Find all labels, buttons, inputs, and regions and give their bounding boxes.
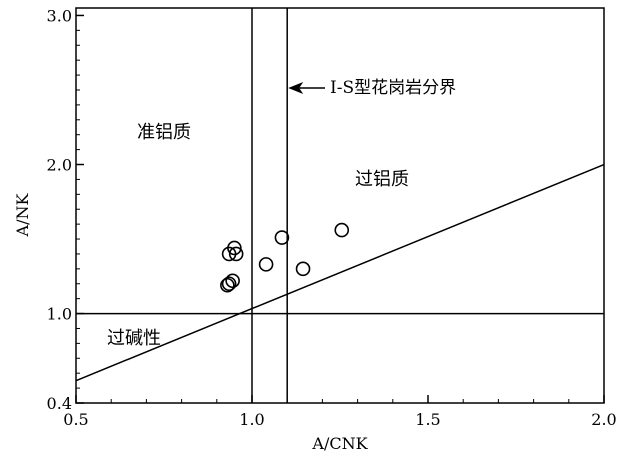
y-tick-label: 3.0 [47, 6, 72, 25]
plot-frame [75, 7, 605, 404]
data-point-8 [274, 230, 290, 245]
data-point-10 [334, 222, 350, 238]
region-label-metaluminous: 准铝质 [137, 122, 191, 143]
x-tick-label: 0.5 [63, 410, 88, 429]
y-tick-label: 0.4 [47, 394, 72, 413]
x-axis-title: A/CNK [311, 434, 368, 453]
y-tick-label: 1.0 [47, 305, 72, 324]
data-point-3 [228, 246, 244, 262]
annotation-arrow-head [288, 82, 304, 94]
region-label-peraluminous: 过铝质 [355, 169, 409, 190]
y-tick-label: 2.0 [47, 156, 72, 175]
boundary-line-4 [75, 163, 605, 382]
region-label-peralkaline: 过碱性 [107, 328, 161, 349]
x-tick-label: 1.5 [415, 410, 440, 429]
data-point-9 [295, 261, 311, 277]
data-point-2 [227, 240, 242, 256]
data-point-7 [258, 257, 274, 272]
x-tick-label: 1.0 [239, 410, 264, 429]
y-axis-title: A/NK [13, 193, 32, 238]
data-point-6 [220, 277, 235, 293]
data-point-4 [221, 276, 237, 292]
is-boundary-annotation: I-S型花岗岩分界 [330, 78, 456, 98]
x-tick-label: 2.0 [591, 410, 616, 429]
data-point-5 [225, 273, 240, 289]
